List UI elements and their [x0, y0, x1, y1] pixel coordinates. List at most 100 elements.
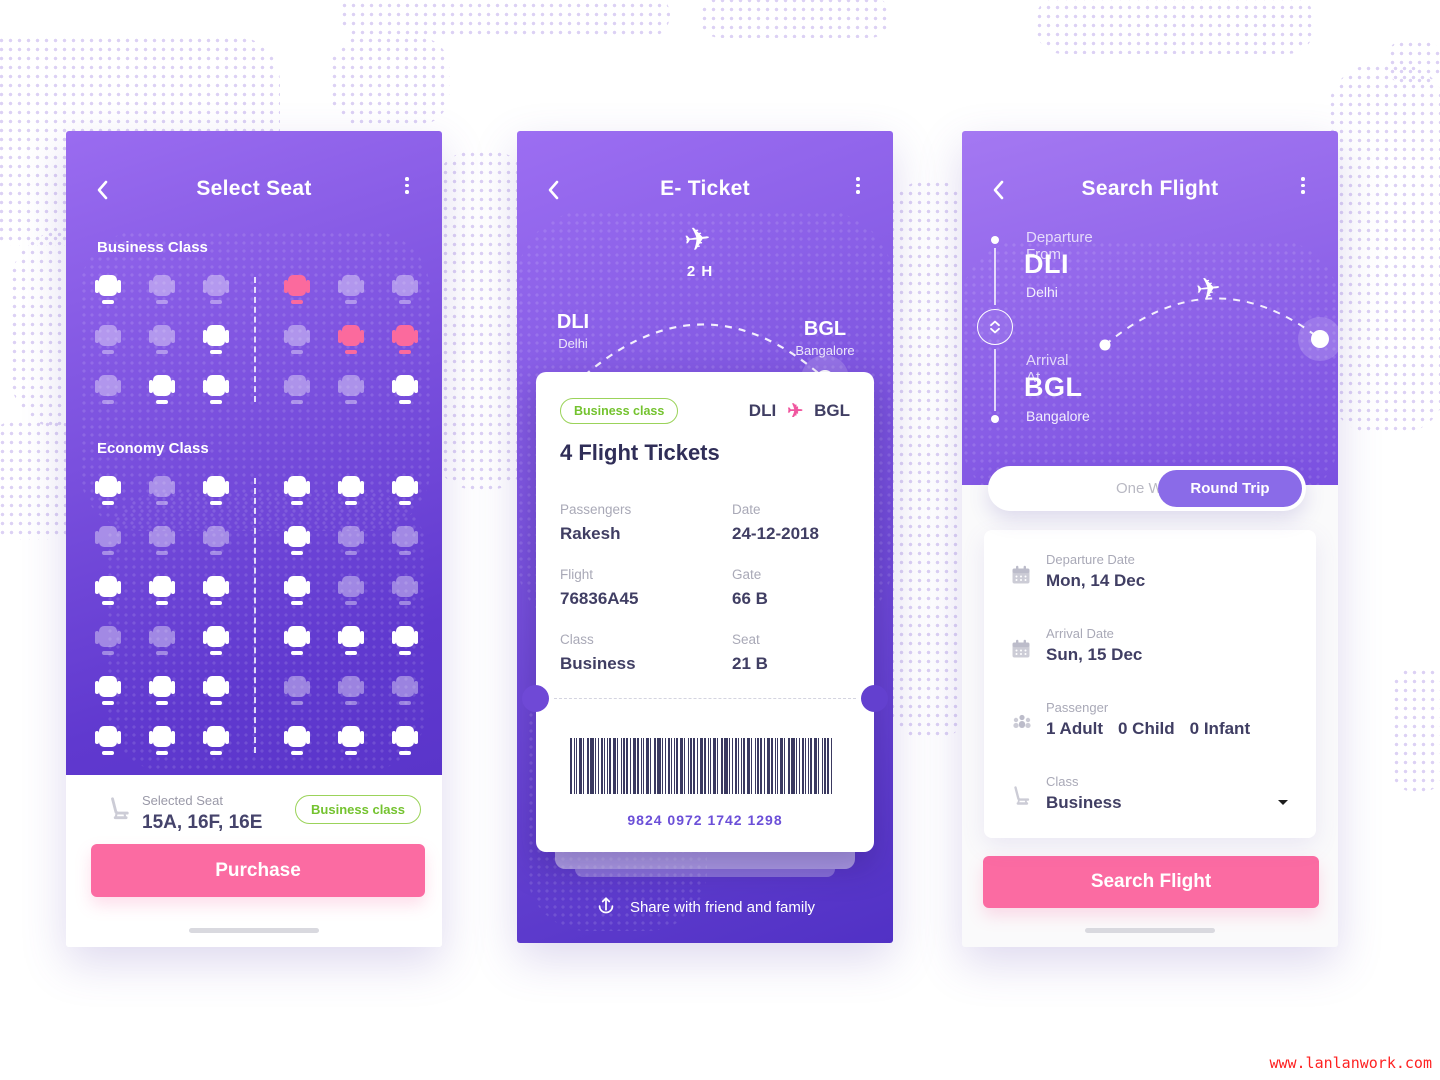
appbar: E- Ticket — [517, 131, 893, 201]
more-options-icon[interactable] — [851, 177, 865, 199]
seat-unavailable — [149, 275, 175, 304]
arrival-code: BGL — [803, 318, 847, 340]
ticket-heading: 4 Flight Tickets — [560, 440, 720, 465]
ticket-stack-layer — [575, 869, 835, 877]
seat-available[interactable] — [203, 626, 229, 655]
seat-available[interactable] — [203, 676, 229, 705]
economy-class-label: Economy Class — [97, 440, 209, 457]
field-value: 21 B — [732, 654, 768, 673]
seat-unavailable — [95, 626, 121, 655]
seat-available[interactable] — [284, 526, 310, 555]
back-icon[interactable] — [545, 179, 565, 201]
seat-row — [95, 476, 418, 505]
swap-direction-icon[interactable] — [977, 309, 1013, 345]
form-row-label: Departure Date — [1046, 552, 1135, 567]
ticket-card-header: Business class DLI ✈ BGL — [536, 372, 874, 424]
form-row-value: 1 Adult 0 Child 0 Infant — [1046, 719, 1251, 738]
seat-row — [95, 576, 418, 605]
seat-unavailable — [338, 526, 364, 555]
ticket-field: Date 24-12-2018 — [732, 502, 850, 544]
seat-selected[interactable] — [338, 325, 364, 354]
seat-available[interactable] — [392, 375, 418, 404]
field-value: 66 B — [732, 589, 768, 608]
seat-selected[interactable] — [392, 325, 418, 354]
form-row-passenger[interactable]: Passenger 1 Adult 0 Child 0 Infant — [984, 700, 1316, 752]
seat-available[interactable] — [284, 476, 310, 505]
form-row-label: Arrival Date — [1046, 626, 1114, 641]
page-title: Search Flight — [1081, 177, 1219, 200]
seat-available[interactable] — [203, 476, 229, 505]
seat-available[interactable] — [203, 726, 229, 755]
seat-available[interactable] — [149, 375, 175, 404]
seat-available[interactable] — [203, 576, 229, 605]
departure-city: Delhi — [1026, 284, 1058, 300]
purchase-button[interactable]: Purchase — [91, 844, 425, 897]
seat-available[interactable] — [95, 476, 121, 505]
seat-unavailable — [284, 325, 310, 354]
seat-available[interactable] — [338, 726, 364, 755]
seat-selected[interactable] — [284, 275, 310, 304]
back-icon[interactable] — [94, 179, 114, 201]
seat-map-section: Select Seat Business Class Economy Class — [66, 131, 442, 775]
chevron-down-icon[interactable] — [1278, 800, 1288, 810]
seat-row — [95, 275, 418, 304]
seat-available[interactable] — [284, 576, 310, 605]
seat-unavailable — [392, 576, 418, 605]
ticket-route: DLI ✈ BGL — [749, 400, 850, 423]
home-indicator — [1085, 928, 1215, 933]
seat-available[interactable] — [95, 726, 121, 755]
seat-available[interactable] — [149, 726, 175, 755]
ticket-notch-left — [522, 685, 549, 712]
seat-available[interactable] — [203, 325, 229, 354]
search-flight-screen: Search Flight Departure From DLI Delhi A… — [962, 131, 1338, 947]
seat-unavailable — [149, 526, 175, 555]
page-title: Select Seat — [196, 177, 312, 200]
more-options-icon[interactable] — [1296, 177, 1310, 199]
form-row-label: Passenger — [1046, 700, 1109, 715]
arrival-city: Bangalore — [795, 343, 855, 358]
calendar-icon — [1010, 638, 1032, 660]
seat-unavailable — [203, 526, 229, 555]
search-flight-button[interactable]: Search Flight — [983, 856, 1319, 908]
form-row-class[interactable]: Class Business — [984, 774, 1316, 826]
ticket-field: Class Business — [560, 632, 732, 674]
share-icon — [595, 895, 617, 919]
seat-unavailable — [149, 325, 175, 354]
ticket-field: Gate 66 B — [732, 567, 850, 609]
seat-unavailable — [149, 476, 175, 505]
seat-available[interactable] — [392, 626, 418, 655]
seat-available[interactable] — [284, 626, 310, 655]
field-label: Class — [560, 632, 594, 647]
ticket-field: Passengers Rakesh — [560, 502, 732, 544]
page-title: E- Ticket — [660, 177, 750, 200]
departure-port: DLI Delhi — [533, 311, 613, 351]
seat-available[interactable] — [392, 476, 418, 505]
seat-unavailable — [95, 375, 121, 404]
seat-available[interactable] — [392, 726, 418, 755]
share-button[interactable]: Share with friend and family — [517, 895, 893, 919]
search-form-card: Departure Date Mon, 14 Dec Arrival Date Sun… — [984, 530, 1316, 838]
selection-summary-panel: Selected Seat 15A, 16F, 16E Business cla… — [66, 775, 442, 947]
seat-unavailable — [338, 576, 364, 605]
seat-available[interactable] — [149, 576, 175, 605]
business-class-label: Business Class — [97, 239, 208, 256]
seat-available[interactable] — [338, 626, 364, 655]
seat-available[interactable] — [95, 275, 121, 304]
form-row-departure-date[interactable]: Departure Date Mon, 14 Dec — [984, 552, 1316, 604]
trip-option-round-trip[interactable]: Round Trip — [1158, 470, 1302, 507]
seat-available[interactable] — [95, 576, 121, 605]
plane-icon: ✈ — [1194, 271, 1223, 308]
back-icon[interactable] — [990, 179, 1010, 201]
seat-available[interactable] — [149, 676, 175, 705]
watermark: www.lanlanwork.com — [1269, 1054, 1432, 1072]
more-options-icon[interactable] — [400, 177, 414, 199]
seat-available[interactable] — [338, 476, 364, 505]
seat-available[interactable] — [203, 375, 229, 404]
seat-available[interactable] — [284, 726, 310, 755]
eticket-background: E- Ticket ✈ 2 H DLI Delhi BGL Bangalore — [517, 131, 893, 943]
seat-unavailable — [392, 526, 418, 555]
seat-available[interactable] — [95, 676, 121, 705]
seat-unavailable — [149, 626, 175, 655]
seat-icon — [106, 797, 132, 823]
form-row-arrival-date[interactable]: Arrival Date Sun, 15 Dec — [984, 626, 1316, 678]
